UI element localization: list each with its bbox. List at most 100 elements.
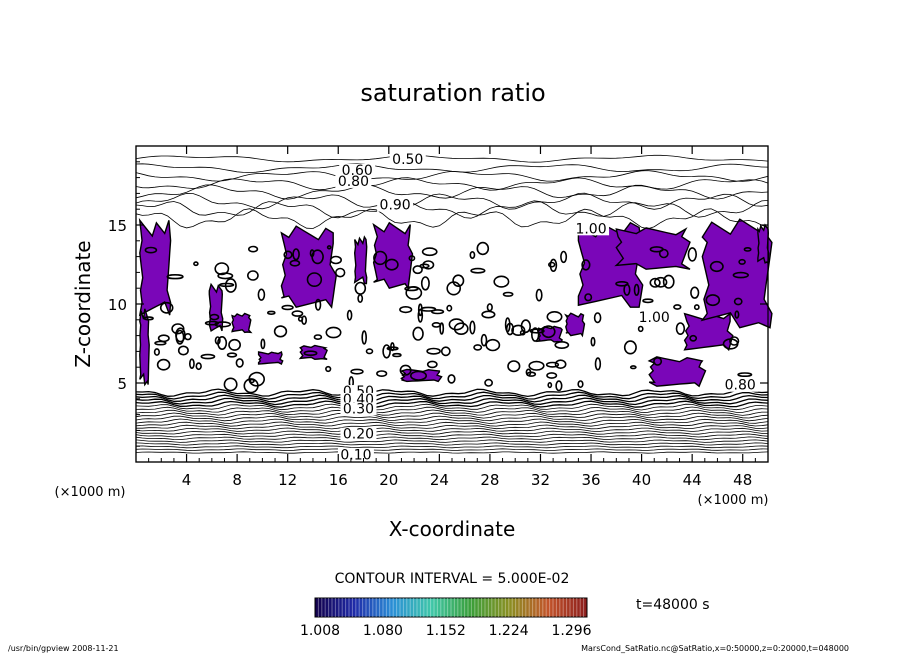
contour-loop — [325, 365, 332, 373]
contour-loop — [311, 249, 324, 265]
contour-loop — [709, 260, 724, 273]
contour-loop — [473, 344, 483, 351]
x-tick-label: 16 — [329, 471, 348, 489]
contour-loop — [447, 374, 456, 384]
contour-line — [135, 388, 769, 398]
contour-loop — [693, 304, 700, 311]
contour-loop — [623, 340, 637, 355]
contour-loop — [217, 335, 228, 350]
contour-loop — [376, 370, 388, 377]
contour-loop — [485, 338, 501, 352]
y-axis-label: Z-coordinate — [71, 240, 95, 367]
contour-loop — [469, 251, 476, 260]
x-tick-label: 20 — [379, 471, 398, 489]
contour-label: 0.80 — [338, 174, 369, 190]
contour-loop — [629, 365, 637, 370]
contour-line — [135, 412, 769, 419]
contour-loop — [399, 306, 413, 314]
x-tick-label: 4 — [182, 471, 192, 489]
contour-loop — [373, 250, 388, 266]
contour-line — [135, 439, 769, 443]
contour-line — [135, 394, 769, 403]
contour-label: 0.10 — [340, 447, 371, 463]
contour-loop — [507, 360, 521, 373]
contour-loop — [157, 334, 170, 343]
supersaturation-region — [614, 227, 691, 270]
contour-loop — [354, 281, 367, 295]
y-axis: 5 10 15 — [108, 161, 768, 447]
plot-area: 0.500.600.800.901.001.000.800.500.400.30… — [135, 145, 773, 463]
contour-loop — [188, 358, 195, 370]
contour-line — [135, 199, 769, 219]
contour-label-bg — [337, 448, 374, 462]
contour-loop — [525, 368, 532, 377]
contour-loop — [511, 324, 526, 336]
contour-line — [135, 442, 769, 446]
contour-label-bg — [340, 427, 377, 441]
contour-loop — [156, 358, 171, 371]
contour-loop — [743, 246, 752, 252]
contour-loop — [200, 353, 216, 360]
contour-line — [135, 415, 769, 422]
contour-loop — [297, 316, 304, 322]
contour-loop — [266, 310, 276, 315]
contour-loop — [555, 380, 563, 392]
contour-loop — [549, 258, 558, 272]
contour-loop — [581, 259, 591, 271]
contour-loop — [480, 333, 488, 347]
colorbar: 1.008 1.080 1.152 1.224 1.296 — [300, 597, 592, 639]
contour-loop — [689, 334, 698, 342]
contour-line — [135, 436, 769, 441]
contour-loop — [446, 304, 453, 312]
y-tick-label: 5 — [117, 375, 127, 393]
colorbar-label: 1.080 — [363, 623, 403, 639]
contour-loop — [560, 250, 568, 264]
x-tick-label: 40 — [632, 471, 651, 489]
contour-label-bg — [377, 198, 414, 212]
colorbar-label: 1.008 — [300, 623, 340, 639]
contour-loop — [409, 370, 427, 381]
contour-line — [135, 400, 769, 408]
contour-loop — [484, 378, 493, 387]
contour-line — [135, 208, 769, 230]
contour-loop — [420, 276, 430, 291]
contour-loop — [412, 265, 423, 275]
contour-loop — [734, 310, 740, 319]
contour-loop — [590, 336, 596, 347]
contour-loop — [439, 322, 445, 335]
contour-loop — [412, 326, 424, 341]
contour-line — [135, 177, 769, 191]
contour-loop — [493, 275, 510, 288]
contour-loop — [289, 259, 301, 267]
contour-line — [135, 403, 769, 411]
contour-loop — [361, 330, 368, 345]
contour-label: 0.20 — [343, 427, 374, 443]
contour-loop — [384, 258, 399, 271]
contour-loop — [421, 247, 438, 257]
contour-loop — [329, 255, 343, 265]
contour-loop — [584, 293, 593, 302]
contour-loop — [386, 346, 399, 351]
x-tick-label: 48 — [733, 471, 752, 489]
footer-right: MarsCond_SatRatio.nc@SatRatio,x=0:50000,… — [581, 644, 849, 653]
contour-loop — [417, 308, 424, 323]
contour-loop — [417, 303, 423, 317]
contour-loop — [452, 274, 465, 288]
contour-loop — [392, 352, 402, 358]
contour-line — [135, 192, 769, 210]
contour-line — [135, 418, 769, 424]
contour-loop — [535, 288, 543, 302]
supersaturation-region — [372, 221, 414, 291]
contour-loop — [426, 347, 441, 355]
contour-loop — [214, 262, 230, 276]
contour-loop — [453, 322, 469, 336]
contour-loop — [235, 358, 244, 368]
contour-loop — [481, 310, 496, 319]
contour-loop — [733, 297, 743, 306]
contour-loop — [545, 361, 560, 368]
contour-loop — [662, 274, 675, 289]
contour-label: 0.50 — [392, 152, 423, 168]
contour-loop — [243, 378, 259, 394]
contour-loop — [504, 317, 511, 333]
